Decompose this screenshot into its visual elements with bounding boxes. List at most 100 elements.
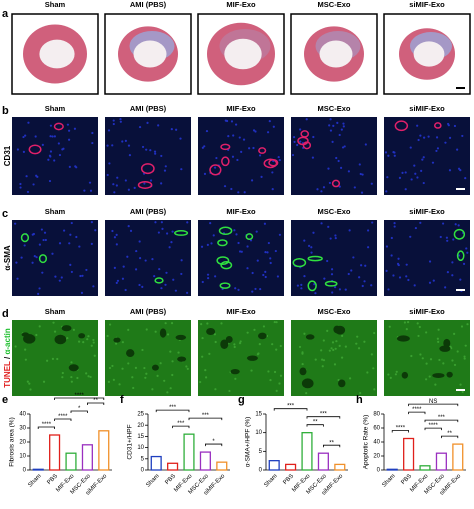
nucleus bbox=[262, 273, 265, 277]
nucleus bbox=[24, 134, 27, 137]
stain bbox=[230, 368, 240, 375]
significance-bracket bbox=[408, 403, 459, 407]
nucleus bbox=[344, 288, 347, 291]
nucleus bbox=[326, 329, 329, 333]
group-label: MSC-Exo bbox=[318, 207, 351, 216]
row-label-part: / bbox=[3, 355, 12, 362]
nucleus bbox=[206, 243, 209, 246]
stain bbox=[324, 280, 338, 287]
nucleus bbox=[314, 358, 317, 361]
nucleus bbox=[124, 179, 127, 182]
significance-bracket bbox=[306, 424, 324, 427]
bar bbox=[435, 452, 447, 471]
nucleus bbox=[144, 376, 147, 379]
nucleus bbox=[185, 365, 188, 368]
nucleus bbox=[366, 371, 369, 374]
nucleus bbox=[410, 354, 413, 358]
nucleus bbox=[312, 231, 315, 234]
nucleus bbox=[141, 285, 144, 288]
nucleus bbox=[437, 340, 440, 343]
nucleus bbox=[464, 344, 467, 347]
nucleus bbox=[33, 255, 36, 258]
nucleus bbox=[390, 236, 393, 240]
nucleus bbox=[262, 325, 266, 328]
nucleus bbox=[252, 146, 255, 150]
nucleus bbox=[384, 151, 388, 154]
row-label-part: TUNEL bbox=[3, 361, 12, 388]
nucleus bbox=[296, 284, 300, 287]
nucleus bbox=[333, 363, 337, 366]
nucleus bbox=[186, 221, 189, 224]
stain bbox=[446, 371, 453, 378]
stain bbox=[453, 228, 466, 240]
nucleus bbox=[69, 233, 72, 236]
nucleus bbox=[171, 373, 174, 377]
scale-bar bbox=[456, 389, 465, 391]
nucleus bbox=[347, 170, 350, 173]
nucleus bbox=[329, 237, 332, 240]
nucleus bbox=[361, 284, 364, 288]
stain bbox=[219, 282, 231, 289]
group-label: MIF-Exo bbox=[226, 307, 256, 316]
nucleus bbox=[453, 124, 457, 128]
nucleus bbox=[68, 129, 71, 132]
nucleus bbox=[279, 344, 282, 348]
nucleus bbox=[417, 138, 420, 142]
nucleus bbox=[275, 348, 278, 351]
nucleus bbox=[44, 238, 47, 242]
nucleus bbox=[226, 119, 229, 123]
nucleus bbox=[163, 169, 167, 172]
group-label: siMIF-Exo bbox=[409, 104, 445, 113]
y-tick-label: 60 bbox=[373, 426, 380, 432]
nucleus bbox=[115, 184, 118, 187]
stain bbox=[305, 334, 315, 340]
bar bbox=[167, 462, 179, 471]
panel-letter: f bbox=[120, 394, 124, 406]
x-tick-label: PBS bbox=[282, 473, 295, 486]
significance-bracket bbox=[424, 427, 442, 431]
y-tick-label: 20 bbox=[19, 440, 26, 446]
nucleus bbox=[387, 288, 390, 291]
nucleus bbox=[169, 350, 172, 353]
nucleus bbox=[453, 332, 456, 336]
stain bbox=[456, 250, 465, 262]
nucleus bbox=[394, 373, 397, 376]
nucleus bbox=[116, 176, 119, 179]
nucleus bbox=[387, 373, 390, 376]
group-label: siMIF-Exo bbox=[409, 307, 445, 316]
nucleus bbox=[334, 347, 337, 350]
nucleus bbox=[370, 182, 373, 185]
nucleus bbox=[160, 221, 163, 224]
significance-label: *** bbox=[287, 404, 295, 410]
nucleus bbox=[89, 375, 92, 379]
nucleus bbox=[235, 123, 238, 126]
nucleus bbox=[264, 275, 267, 279]
nucleus bbox=[94, 229, 97, 232]
nucleus bbox=[385, 245, 389, 248]
nucleus bbox=[339, 166, 343, 170]
nucleus bbox=[169, 387, 172, 390]
nucleus bbox=[341, 146, 345, 149]
nucleus bbox=[364, 143, 367, 146]
nucleus bbox=[51, 135, 54, 138]
nucleus bbox=[329, 129, 333, 132]
nucleus bbox=[405, 328, 408, 331]
nucleus bbox=[425, 362, 428, 365]
nucleus bbox=[119, 120, 122, 123]
nucleus bbox=[107, 380, 111, 383]
nucleus bbox=[334, 286, 337, 289]
bar bbox=[98, 430, 110, 471]
heart-lumen bbox=[224, 38, 262, 70]
nucleus bbox=[27, 121, 30, 124]
significance-label: NS bbox=[429, 399, 437, 405]
nucleus bbox=[135, 249, 138, 253]
nucleus bbox=[80, 291, 84, 294]
bar bbox=[183, 433, 195, 471]
y-axis-label: α-SMA+/HPF (%) bbox=[245, 417, 252, 468]
nucleus bbox=[271, 171, 274, 174]
group-label: MSC-Exo bbox=[318, 0, 351, 9]
nucleus bbox=[108, 366, 112, 370]
nucleus bbox=[456, 350, 459, 353]
group-label: Sham bbox=[45, 104, 66, 113]
nucleus bbox=[26, 380, 29, 383]
